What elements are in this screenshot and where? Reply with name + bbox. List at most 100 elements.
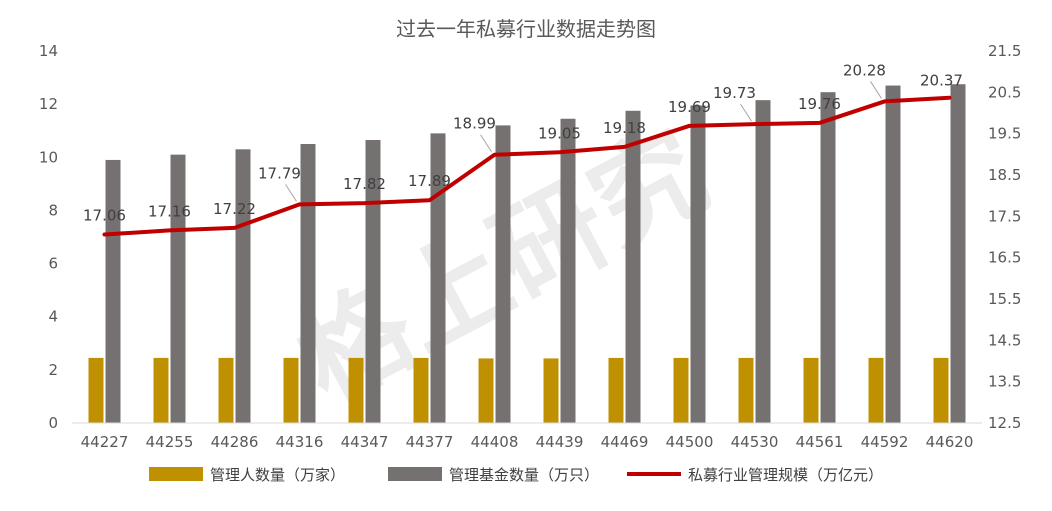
y-left-tick-label: 2	[48, 361, 58, 379]
chart-title: 过去一年私募行业数据走势图	[396, 17, 656, 41]
x-tick-label: 44500	[666, 433, 714, 451]
data-label: 19.73	[713, 84, 756, 102]
bar-funds	[430, 133, 446, 423]
data-label: 17.89	[408, 172, 451, 190]
line-point	[363, 201, 366, 205]
label-leader-line	[740, 103, 752, 122]
y-left-tick-label: 14	[39, 42, 58, 60]
bar-funds	[820, 92, 836, 423]
data-label: 20.37	[920, 72, 963, 90]
y-left-tick-label: 12	[39, 95, 58, 113]
x-tick-label: 44592	[861, 433, 909, 451]
y-right-tick-label: 16.5	[988, 249, 1021, 267]
line-point	[493, 153, 496, 157]
data-label: 17.16	[148, 202, 191, 220]
bar-funds	[105, 159, 121, 423]
bar-funds	[365, 140, 381, 423]
y-right-tick-label: 21.5	[988, 42, 1021, 60]
line-point	[233, 226, 236, 230]
x-tick-label: 44347	[341, 433, 389, 451]
bar-managers	[543, 358, 559, 423]
data-label: 17.06	[83, 207, 126, 225]
data-label: 17.22	[213, 200, 256, 218]
y-left-tick-label: 0	[48, 414, 58, 432]
y-axis-right: 12.5 13.5 14.5 15.5 16.5 17.5 18.5 19.5 20.5 21.5	[988, 42, 1021, 432]
y-right-tick-label: 19.5	[988, 125, 1021, 143]
bar-funds	[755, 100, 771, 424]
x-axis: 44227 44255 44286 44316 44347 44377 44408 44439…	[81, 433, 974, 451]
bar-managers	[933, 357, 949, 423]
line-point	[623, 145, 626, 149]
bar-managers	[218, 357, 234, 423]
x-tick-label: 44316	[276, 433, 324, 451]
data-label: 19.69	[668, 98, 711, 116]
bar-funds	[690, 105, 706, 423]
line-point	[948, 96, 951, 100]
y-right-tick-label: 15.5	[988, 290, 1021, 308]
bar-funds	[885, 85, 901, 424]
bar-funds	[235, 149, 251, 424]
legend-swatch-funds	[388, 467, 442, 481]
line-point	[428, 198, 431, 202]
bar-managers	[673, 357, 689, 423]
x-tick-label: 44286	[211, 433, 259, 451]
legend-label-funds: 管理基金数量（万只）	[449, 466, 599, 484]
data-label: 17.79	[258, 164, 301, 182]
bar-managers	[608, 357, 624, 423]
bar-funds	[495, 125, 511, 424]
label-leader-line	[285, 184, 297, 202]
x-tick-label: 44530	[731, 433, 779, 451]
y-right-tick-label: 12.5	[988, 414, 1021, 432]
y-right-tick-label: 18.5	[988, 166, 1021, 184]
line-point	[298, 202, 301, 206]
x-tick-label: 44469	[601, 433, 649, 451]
y-left-tick-label: 10	[39, 148, 58, 166]
x-tick-label: 44439	[536, 433, 584, 451]
y-axis-left: 0 2 4 6 8 10 12 14	[39, 42, 58, 432]
data-label: 20.28	[843, 61, 886, 79]
y-left-tick-label: 6	[48, 255, 58, 273]
bar-funds	[300, 144, 316, 423]
bar-funds	[560, 118, 576, 423]
bar-managers	[348, 357, 364, 423]
bar-managers	[283, 357, 299, 423]
y-right-tick-label: 17.5	[988, 207, 1021, 225]
legend: 管理人数量（万家） 管理基金数量（万只） 私募行业管理规模（万亿元）	[149, 466, 883, 484]
bar-funds	[950, 84, 966, 423]
line-series	[102, 95, 952, 237]
y-left-tick-label: 4	[48, 308, 58, 326]
bar-managers	[803, 357, 819, 423]
bar-managers	[153, 357, 169, 423]
bar-managers	[88, 357, 104, 423]
line-point	[103, 233, 106, 237]
x-tick-label: 44408	[471, 433, 519, 451]
y-right-tick-label: 14.5	[988, 331, 1021, 349]
label-leader-line	[480, 134, 492, 153]
x-tick-label: 44377	[406, 433, 454, 451]
bar-managers	[868, 357, 884, 423]
y-right-tick-label: 13.5	[988, 373, 1021, 391]
line-point	[168, 228, 171, 232]
line-aum	[102, 95, 952, 237]
bar-funds	[625, 110, 641, 424]
x-tick-label: 44620	[926, 433, 974, 451]
line-point	[753, 122, 756, 126]
line-point	[688, 124, 691, 128]
x-tick-label: 44561	[796, 433, 844, 451]
bar-funds	[170, 154, 186, 423]
y-right-tick-label: 20.5	[988, 83, 1021, 101]
legend-label-managers: 管理人数量（万家）	[210, 466, 345, 484]
data-label: 17.82	[343, 175, 386, 193]
bar-managers	[413, 357, 429, 423]
data-label: 19.18	[603, 119, 646, 137]
data-label: 19.76	[798, 95, 841, 113]
legend-swatch-managers	[149, 467, 203, 481]
line-point	[883, 99, 886, 103]
y-left-tick-label: 8	[48, 201, 58, 219]
bars	[88, 84, 966, 424]
bar-managers	[738, 357, 754, 423]
label-leader-line	[870, 81, 882, 99]
